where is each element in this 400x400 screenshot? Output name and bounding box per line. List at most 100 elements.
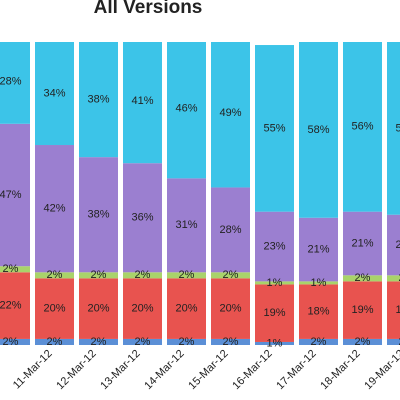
value-label: 2%	[135, 336, 151, 348]
value-label: 56%	[351, 121, 373, 133]
value-label: 2%	[355, 336, 371, 348]
value-label: 57%	[395, 122, 400, 134]
bar-segment	[211, 42, 250, 188]
bar-segment	[255, 211, 294, 282]
value-label: 28%	[0, 75, 22, 87]
value-label: 2%	[223, 336, 239, 348]
value-label: 46%	[175, 103, 197, 115]
bar-segment	[211, 272, 250, 279]
bar-segment	[123, 163, 162, 273]
value-label: 36%	[131, 212, 153, 224]
bar-segment	[79, 42, 118, 158]
x-tick-label: 12-Mar-12	[54, 348, 98, 392]
bar-segment	[343, 281, 382, 339]
value-label: 18%	[307, 306, 329, 318]
bar-segment	[343, 211, 382, 276]
value-label: 58%	[307, 124, 329, 136]
bar-segment	[167, 42, 206, 179]
value-label: 20%	[87, 303, 109, 315]
value-label: 1%	[267, 337, 283, 349]
bar-segment	[255, 281, 294, 285]
bar-segment	[35, 42, 74, 146]
bar-segment	[0, 123, 30, 267]
bar-segment	[211, 278, 250, 339]
value-label: 38%	[87, 209, 109, 221]
plot-area	[0, 42, 400, 345]
bar-segment	[343, 338, 382, 345]
bar-segment	[35, 145, 74, 273]
value-label: 2%	[47, 336, 63, 348]
value-label: 2%	[3, 336, 19, 348]
chart-title: All Versions	[94, 0, 203, 18]
value-label: 19%	[351, 304, 373, 316]
value-label: 1%	[311, 277, 327, 289]
bar-segment	[0, 266, 30, 273]
value-label: 2%	[311, 336, 327, 348]
value-label: 23%	[263, 240, 285, 252]
x-tick-label: 18-Mar-12	[318, 348, 362, 392]
bar-segment	[211, 338, 250, 345]
x-tick-label: 16-Mar-12	[230, 348, 274, 392]
x-tick-label: 19-Mar-12	[362, 348, 400, 392]
value-label: 2%	[399, 336, 400, 348]
bar-segment	[299, 281, 338, 285]
value-label: 20%	[219, 303, 241, 315]
value-label: 19%	[263, 307, 285, 319]
value-label: 2%	[3, 263, 19, 275]
value-label: 1%	[267, 277, 283, 289]
value-label: 2%	[399, 272, 400, 284]
bar-segment	[211, 187, 250, 273]
bar-segment	[387, 338, 400, 345]
bar-segment	[255, 45, 294, 212]
bar-segment	[167, 178, 206, 273]
bar-segment	[299, 217, 338, 282]
value-label: 42%	[43, 203, 65, 215]
bar-segment	[123, 278, 162, 339]
value-label: 31%	[175, 219, 197, 231]
value-label: 21%	[351, 237, 373, 249]
value-label: 2%	[179, 269, 195, 281]
value-label: 20%	[43, 303, 65, 315]
x-tick-label: 17-Mar-12	[274, 348, 318, 392]
bar-segment	[167, 278, 206, 339]
value-label: 2%	[223, 269, 239, 281]
value-label: 19%	[395, 304, 400, 316]
value-label: 2%	[355, 272, 371, 284]
value-label: 49%	[219, 107, 241, 119]
bar-segment	[255, 284, 294, 342]
bar-segment	[35, 338, 74, 345]
bar-segment	[79, 272, 118, 279]
bar-segment	[0, 272, 30, 339]
value-label: 22%	[0, 300, 22, 312]
x-tick-label: 11-Mar-12	[11, 348, 55, 392]
bar-segment	[343, 275, 382, 282]
bar-segment	[387, 214, 400, 276]
bar-segment	[167, 272, 206, 279]
x-tick-label: 15-Mar-12	[186, 348, 230, 392]
bar-segment	[299, 42, 338, 218]
value-label: 2%	[179, 336, 195, 348]
bar-segment	[343, 42, 382, 212]
value-label: 28%	[219, 224, 241, 236]
value-label: 20%	[131, 303, 153, 315]
value-label: 21%	[307, 243, 329, 255]
value-label: 41%	[131, 95, 153, 107]
bar-segment	[79, 157, 118, 273]
bar-segment	[299, 284, 338, 339]
bar-segment	[255, 341, 294, 345]
value-label: 2%	[135, 269, 151, 281]
bar-segment	[387, 42, 400, 215]
bar-segment	[79, 278, 118, 339]
x-tick-label: 14-Mar-12	[142, 348, 186, 392]
value-label: 38%	[87, 93, 109, 105]
value-label: 47%	[0, 189, 22, 201]
value-label: 20%	[175, 303, 197, 315]
bar-segment	[123, 272, 162, 279]
value-label: 2%	[91, 336, 107, 348]
x-tick-label: 13-Mar-12	[98, 348, 142, 392]
value-label: 2%	[91, 269, 107, 281]
bar-segment	[0, 338, 30, 345]
bar-segment	[35, 272, 74, 279]
bar-segment	[0, 42, 30, 124]
